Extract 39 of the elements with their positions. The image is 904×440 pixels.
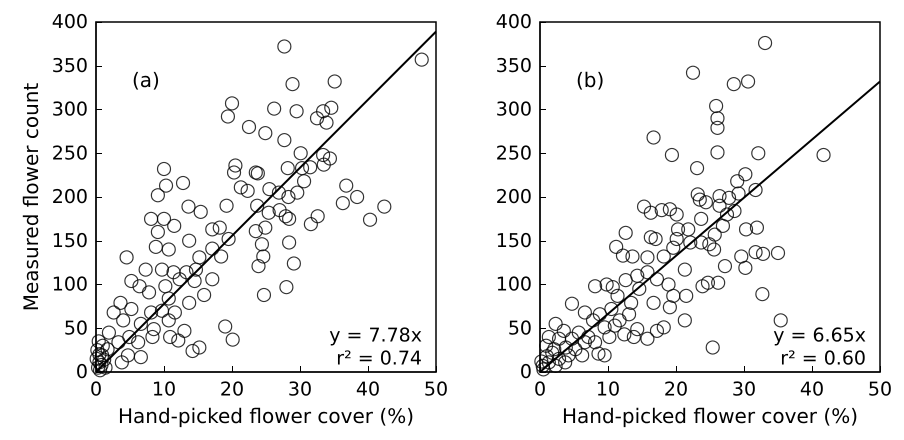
x-tick-label: 40 <box>356 378 380 400</box>
x-tick-label: 40 <box>800 378 824 400</box>
y-tick-label: 50 <box>508 317 532 340</box>
x-tick-label: 50 <box>868 378 892 400</box>
x-tick-label: 30 <box>288 378 312 400</box>
y-tick-label: 250 <box>496 142 532 164</box>
y-tick-label: 350 <box>52 54 88 77</box>
y-tick-label: 100 <box>52 274 88 296</box>
x-tick-label: 50 <box>424 378 448 400</box>
annotation: y = 7.78x <box>329 324 422 346</box>
annotation: (b) <box>576 68 604 92</box>
y-tick-label: 150 <box>52 230 88 252</box>
x-axis-title: Hand-picked flower cover (%) <box>118 404 414 428</box>
x-tick-label: 0 <box>90 378 102 400</box>
y-tick-label: 300 <box>496 98 532 120</box>
annotation: y = 6.65x <box>773 324 866 346</box>
y-tick-label: 50 <box>64 317 88 340</box>
x-tick-label: 10 <box>596 378 620 400</box>
y-tick-label: 200 <box>52 186 88 208</box>
y-tick-label: 100 <box>496 274 532 296</box>
annotation: (a) <box>132 68 160 92</box>
x-tick-label: 30 <box>732 378 756 400</box>
y-tick-label: 400 <box>52 11 88 33</box>
y-tick-label: 350 <box>496 54 532 77</box>
y-axis-title: Measured flower count <box>18 82 43 312</box>
y-tick-label: 0 <box>520 361 532 383</box>
annotation: r² = 0.60 <box>780 348 866 370</box>
y-tick-label: 200 <box>496 186 532 208</box>
y-tick-label: 250 <box>52 142 88 164</box>
x-tick-label: 0 <box>534 378 546 400</box>
y-tick-label: 0 <box>76 361 88 383</box>
y-tick-label: 150 <box>496 230 532 252</box>
x-axis-title: Hand-picked flower cover (%) <box>562 404 858 428</box>
x-tick-label: 10 <box>152 378 176 400</box>
x-tick-label: 20 <box>220 378 244 400</box>
y-tick-label: 300 <box>52 98 88 120</box>
x-tick-label: 20 <box>664 378 688 400</box>
y-tick-label: 400 <box>496 11 532 33</box>
annotation: r² = 0.74 <box>336 348 422 370</box>
